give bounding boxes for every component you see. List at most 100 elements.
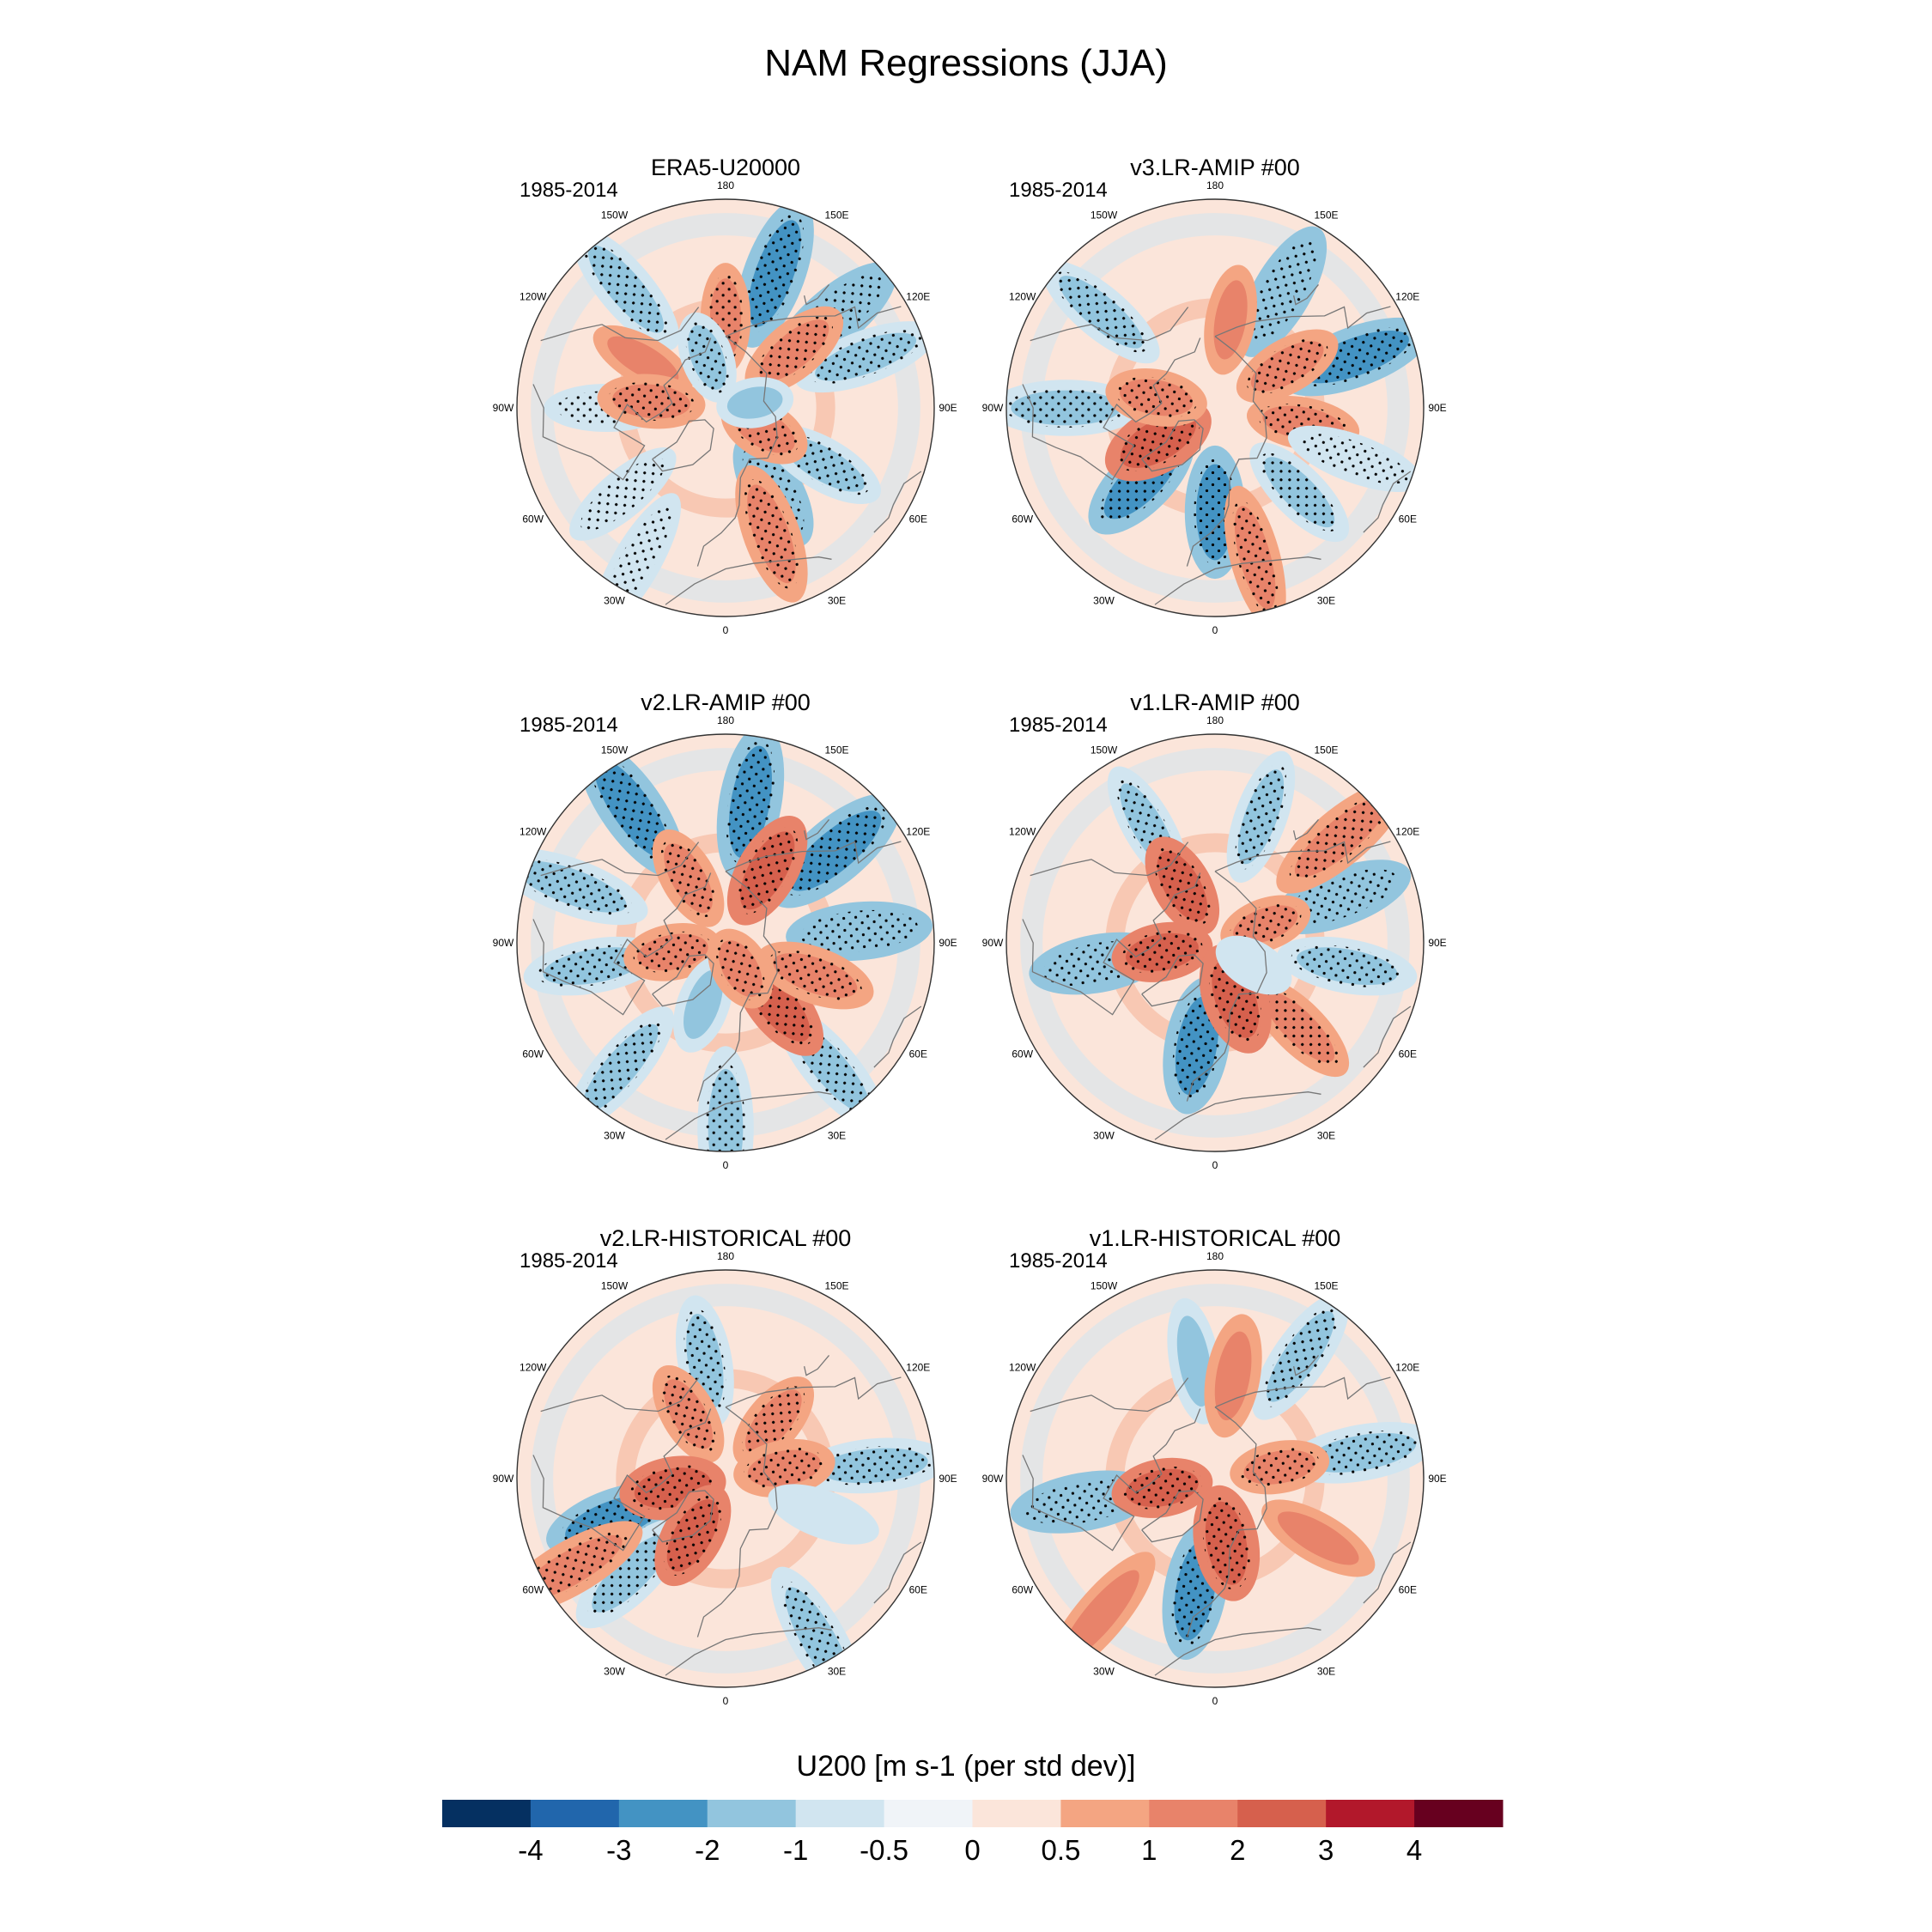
colorbar-tick-label: 3 [1318, 1834, 1334, 1866]
longitude-label: 90E [1428, 937, 1446, 949]
map-panel: 180 150E 120E 90E 60E 30E 0 30W 60W 90W 120W 150W ER… [493, 155, 957, 636]
anomaly-core [783, 1494, 864, 1534]
significance-stipple [1260, 453, 1339, 532]
colorbar-tick-label: 0 [964, 1834, 980, 1866]
longitude-label: 90W [982, 1473, 1004, 1485]
coastline [803, 1354, 829, 1376]
panel-title: ERA5-U20000 [651, 155, 800, 180]
coastline [652, 1490, 714, 1543]
coastline [532, 872, 712, 1016]
longitude-label: 150E [1314, 1280, 1338, 1292]
coastline [1214, 1376, 1391, 1408]
significance-stipple [1285, 869, 1397, 925]
longitude-label: 90W [982, 937, 1004, 949]
coastline [532, 1408, 712, 1552]
figure-title: NAM Regressions (JJA) [764, 42, 1167, 84]
longitude-label: 60E [909, 1584, 927, 1596]
longitude-label: 30E [828, 1129, 846, 1141]
significance-stipple [1194, 459, 1236, 566]
longitude-label: 150E [824, 744, 848, 756]
coastlines [1022, 818, 1412, 1140]
coastline [1292, 818, 1319, 841]
significance-stipple [608, 381, 695, 421]
coastlines [532, 818, 922, 1140]
significance-stipple [744, 1447, 825, 1490]
longitude-label: 30W [1093, 1665, 1115, 1677]
longitude-label: 120E [1395, 291, 1419, 303]
colorbar-tick-label: -2 [695, 1834, 720, 1866]
significance-stipple [744, 214, 805, 333]
longitude-label: 150E [824, 210, 848, 222]
coastline [1186, 1406, 1267, 1637]
longitude-label: 0 [1212, 1695, 1218, 1707]
longitude-label: 30E [1317, 594, 1335, 606]
coastline [1022, 872, 1201, 1016]
coastlines [1022, 283, 1412, 605]
longitude-label: 60W [522, 513, 544, 526]
longitude-label: 60W [1012, 1584, 1033, 1596]
coastline [1186, 871, 1267, 1102]
significance-stipple [1291, 945, 1403, 987]
longitude-label: 60E [1399, 1584, 1417, 1596]
longitude-label: 60W [522, 1048, 544, 1060]
background-band [1020, 748, 1410, 1138]
colorbar-tick-label: 2 [1230, 1834, 1245, 1866]
significance-stipple [800, 909, 918, 952]
significance-stipple [538, 945, 650, 987]
longitude-label: 60E [909, 513, 927, 526]
longitude-label: 30W [604, 1129, 625, 1141]
coastline [725, 841, 902, 872]
longitude-label: 120W [519, 1362, 547, 1374]
colorbar-swatch [1149, 1800, 1238, 1827]
anomaly-core [607, 336, 679, 385]
significance-stipple [742, 1386, 805, 1457]
colorbar-swatch [1414, 1800, 1504, 1827]
coastline [652, 419, 714, 472]
coastline [1030, 1394, 1115, 1413]
colorbar-tick-label: -3 [606, 1834, 631, 1866]
panel-period: 1985-2014 [519, 714, 618, 737]
background-band [1020, 1284, 1410, 1674]
significance-stipple [1301, 1431, 1423, 1475]
significance-stipple [1262, 1306, 1339, 1407]
longitude-label: 60E [909, 1048, 927, 1060]
longitude-label: 60W [1012, 513, 1033, 526]
significance-stipple [660, 1375, 716, 1453]
longitude-label: 150W [601, 744, 629, 756]
coastline [540, 324, 626, 342]
significance-stipple [633, 931, 713, 973]
significance-stipple [1289, 793, 1392, 882]
longitude-label: 180 [1206, 714, 1224, 726]
longitude-label: 120W [519, 826, 547, 838]
coastline [1115, 841, 1189, 877]
significance-stipple [1006, 388, 1127, 428]
significance-stipple [1301, 434, 1409, 484]
coastline [540, 1394, 626, 1413]
longitude-label: 30E [828, 594, 846, 606]
colorbar-swatch [1060, 1800, 1150, 1827]
significance-stipple [1202, 1497, 1250, 1590]
significance-stipple [685, 321, 729, 394]
map-boundary [516, 1269, 935, 1688]
colorbar-swatch [972, 1800, 1061, 1827]
significance-stipple [660, 839, 716, 917]
significance-stipple [1054, 271, 1148, 353]
longitude-label: 120E [1395, 1362, 1419, 1374]
panel-period: 1985-2014 [519, 179, 618, 202]
longitude-label: 150E [1314, 210, 1338, 222]
map-boundary [516, 198, 935, 617]
colorbar-swatch [1326, 1800, 1415, 1827]
colorbar-tick-label: 1 [1141, 1834, 1157, 1866]
coastline [665, 1627, 832, 1676]
longitude-label: 60W [522, 1584, 544, 1596]
colorbar-tick-label: -4 [518, 1834, 543, 1866]
panel-title: v1.LR-AMIP #00 [1130, 690, 1300, 715]
longitude-label: 0 [723, 1159, 729, 1171]
significance-stipple [517, 858, 633, 916]
anomaly-core [1277, 1511, 1359, 1565]
significance-stipple [1121, 1466, 1203, 1510]
significance-stipple [577, 1019, 663, 1118]
coastline [1141, 419, 1204, 472]
significance-stipple [1295, 327, 1415, 386]
